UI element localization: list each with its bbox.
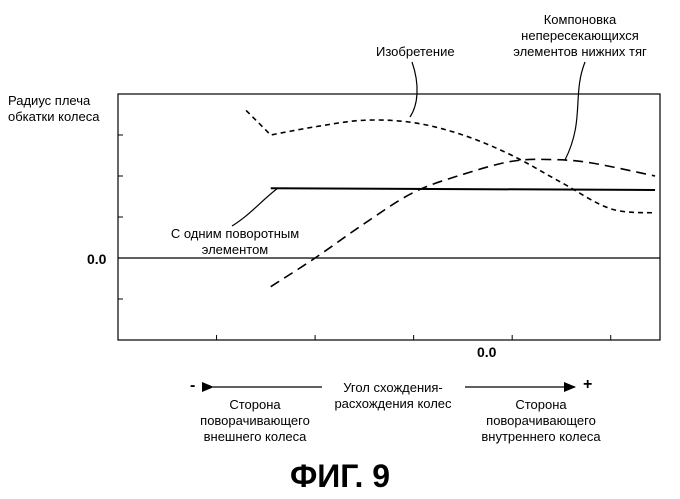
y-zero-tick-label: 0.0 xyxy=(87,251,106,267)
leader-line-single xyxy=(232,188,278,226)
series-label-single: С одним поворотным элементом xyxy=(150,226,320,258)
left-side-label: Сторона поворачивающего внешнего колеса xyxy=(180,397,330,445)
x-axis-caption: Угол схождения- расхождения колес xyxy=(318,380,468,412)
plot-frame xyxy=(118,94,660,340)
plus-sign: + xyxy=(583,377,592,393)
x-zero-tick-label: 0.0 xyxy=(477,344,496,360)
series-noncrossing-line xyxy=(271,159,655,286)
minus-sign: - xyxy=(190,378,195,394)
y-axis-ticks xyxy=(118,94,123,340)
series-label-invention: Изобретение xyxy=(376,44,455,60)
y-axis-label: Радиус плеча обкатки колеса xyxy=(8,93,99,125)
leader-line-noncrossing xyxy=(565,62,585,160)
series-label-noncrossing: Компоновка непересекающихся элементов ни… xyxy=(496,12,664,60)
figure-caption: ФИГ. 9 xyxy=(240,458,440,494)
series-layer xyxy=(246,110,655,286)
x-axis-ticks xyxy=(118,335,611,340)
series-invention-line xyxy=(246,110,655,212)
right-side-label: Сторона поворачивающего внутреннего коле… xyxy=(466,397,616,445)
leader-line-invention xyxy=(410,62,417,117)
series-single-element-line xyxy=(271,188,655,190)
